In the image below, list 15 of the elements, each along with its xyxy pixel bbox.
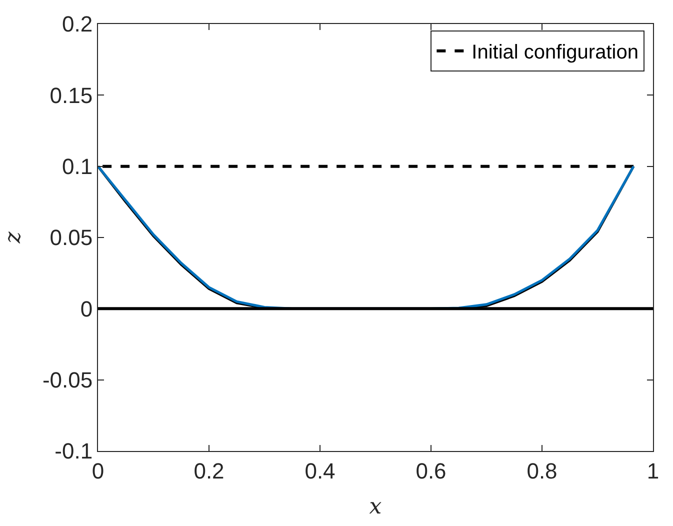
y-tick-label: 0.2	[62, 12, 93, 37]
x-tick-label: 0.8	[526, 458, 558, 484]
x-tick-label: 0.6	[416, 458, 446, 484]
x-axis-title: x	[369, 494, 382, 520]
y-tick-label: -0.05	[42, 368, 93, 393]
y-tick-label: 0.15	[50, 82, 93, 108]
y-tick-label: 0.05	[50, 225, 93, 250]
y-tick-label: 0.1	[62, 154, 93, 180]
x-tick-label: 0.4	[304, 458, 336, 484]
x-tick-label: 0.2	[194, 458, 224, 484]
y-axis-title: z	[1, 231, 26, 244]
x-tick-label: 1	[646, 458, 660, 484]
y-tick-label: -0.1	[54, 438, 93, 464]
y-tick-label: 0	[80, 296, 93, 322]
legend-label: Initial configuration	[472, 42, 638, 64]
